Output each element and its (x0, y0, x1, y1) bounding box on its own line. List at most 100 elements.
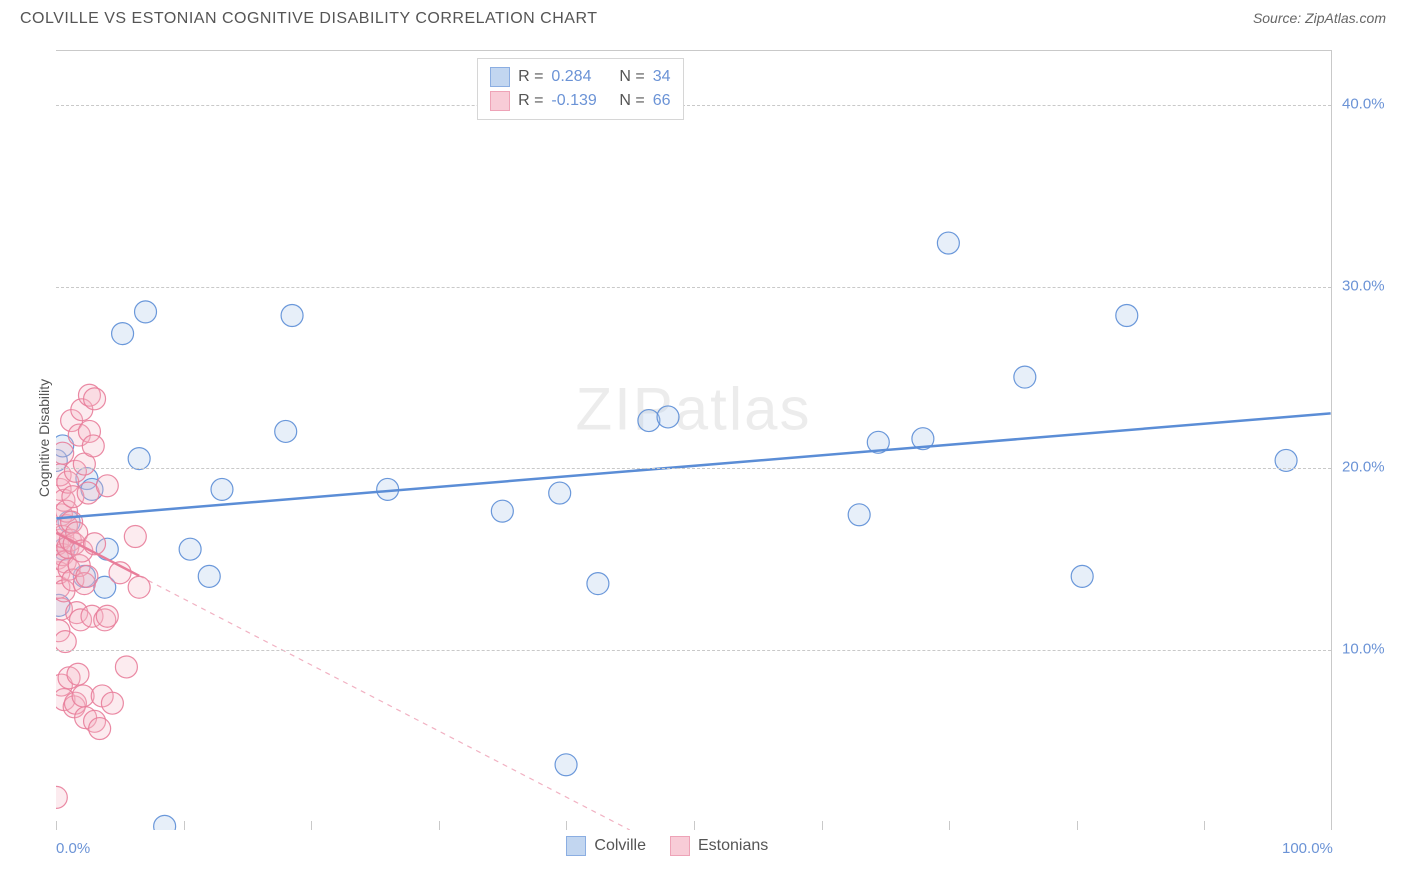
data-point (1116, 305, 1138, 327)
x-tick (439, 821, 440, 830)
data-point (56, 674, 72, 696)
legend-swatch (670, 836, 690, 856)
legend-n-label: N = (619, 89, 644, 113)
legend-n-value: 34 (653, 65, 671, 89)
data-point (56, 526, 74, 548)
data-point (84, 710, 106, 732)
data-point (76, 468, 98, 490)
data-point (56, 594, 70, 616)
x-tick (949, 821, 950, 830)
data-point (56, 435, 74, 457)
data-point (96, 475, 118, 497)
data-point (77, 482, 99, 504)
watermark: ZIPatlas (575, 375, 811, 444)
data-point (56, 529, 71, 551)
data-point (275, 420, 297, 442)
data-point (57, 536, 79, 558)
data-point (56, 478, 71, 500)
legend-swatch (566, 836, 586, 856)
data-point (64, 460, 86, 482)
data-point (62, 486, 84, 508)
data-point (638, 410, 660, 432)
data-point (56, 551, 76, 573)
data-point (76, 565, 98, 587)
legend-stats-box: R =0.284N =34R =-0.139N =66 (477, 58, 683, 120)
data-point (73, 453, 95, 475)
data-point (211, 478, 233, 500)
gridline (56, 468, 1331, 469)
data-point (1071, 565, 1093, 587)
data-point (81, 478, 103, 500)
legend-r-label: R = (518, 89, 543, 113)
data-point (56, 547, 69, 569)
legend-r-value: 0.284 (551, 65, 611, 89)
data-point (56, 489, 75, 511)
data-point (63, 533, 85, 555)
x-axis-label-right: 100.0% (1282, 840, 1333, 857)
legend-n-label: N = (619, 65, 644, 89)
data-point (71, 540, 93, 562)
data-point (67, 663, 89, 685)
data-point (56, 533, 69, 555)
data-point (848, 504, 870, 526)
data-point (56, 500, 77, 522)
data-point (75, 707, 97, 729)
x-tick (694, 821, 695, 830)
data-point (66, 602, 88, 624)
data-point (94, 609, 116, 631)
legend-series-item: Estonians (670, 836, 768, 856)
data-point (56, 786, 67, 808)
x-axis-label-left: 0.0% (56, 840, 90, 857)
data-point (377, 478, 399, 500)
data-point (68, 424, 90, 446)
data-point (58, 667, 80, 689)
data-point (82, 435, 104, 457)
legend-series-item: Colville (566, 836, 646, 856)
data-point (56, 538, 75, 560)
data-point (56, 544, 74, 566)
data-point (109, 562, 131, 584)
data-point (63, 696, 85, 718)
x-tick (822, 821, 823, 830)
legend-series-label: Colville (594, 837, 646, 855)
data-point (73, 573, 95, 595)
data-point (56, 689, 75, 711)
data-point (91, 685, 113, 707)
chart-title: COLVILLE VS ESTONIAN COGNITIVE DISABILIT… (20, 10, 597, 28)
x-tick (184, 821, 185, 830)
data-point (124, 526, 146, 548)
trend-line (56, 413, 1330, 518)
data-point (94, 576, 116, 598)
plot-svg (56, 51, 1331, 830)
data-point (56, 515, 77, 537)
data-point (912, 428, 934, 450)
data-point (61, 410, 83, 432)
legend-stat-row: R =0.284N =34 (490, 65, 670, 89)
data-point (84, 388, 106, 410)
data-point (73, 565, 95, 587)
y-axis-label: Cognitive Disability (36, 358, 52, 518)
data-point (549, 482, 571, 504)
data-point (66, 522, 88, 544)
x-tick (1204, 821, 1205, 830)
data-point (71, 399, 93, 421)
chart-source: Source: ZipAtlas.com (1253, 10, 1386, 26)
plot-area: ZIPatlas (56, 50, 1332, 830)
chart-header: COLVILLE VS ESTONIAN COGNITIVE DISABILIT… (10, 10, 1396, 36)
legend-swatch (490, 91, 510, 111)
y-tick-label: 30.0% (1342, 277, 1385, 294)
data-point (68, 555, 90, 577)
data-point (78, 384, 100, 406)
data-point (58, 558, 80, 580)
x-tick (1077, 821, 1078, 830)
gridline (56, 287, 1331, 288)
data-point (81, 605, 103, 627)
x-tick (56, 821, 57, 830)
data-point (96, 538, 118, 560)
data-point (58, 511, 80, 533)
data-point (587, 573, 609, 595)
x-tick (311, 821, 312, 830)
legend-swatch (490, 67, 510, 87)
data-point (56, 576, 70, 598)
data-point (179, 538, 201, 560)
